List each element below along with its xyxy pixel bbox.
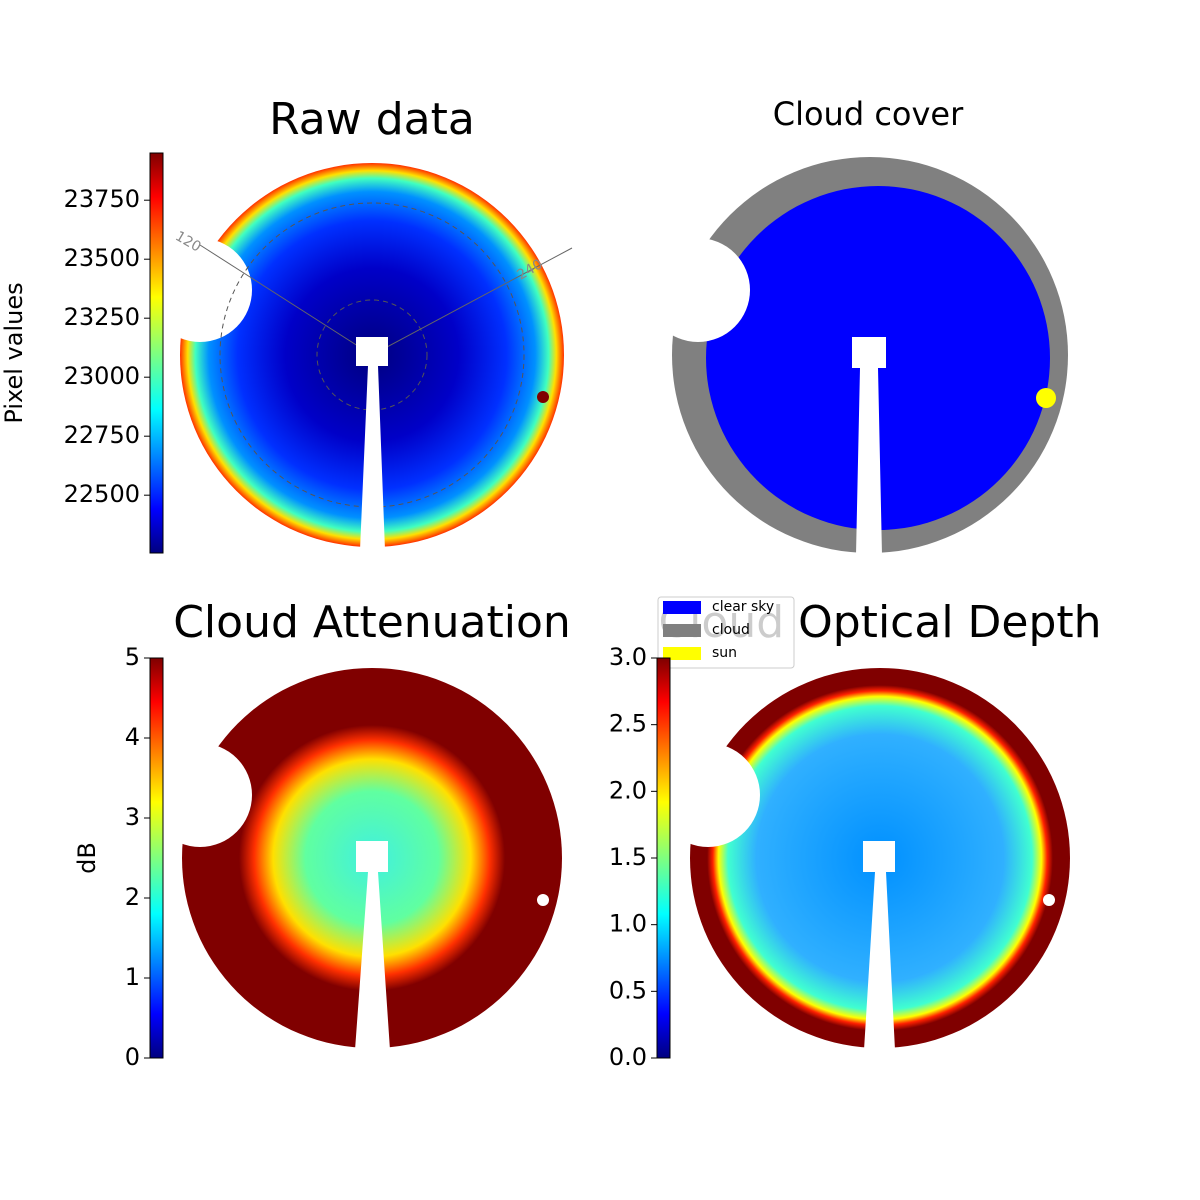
tick-label: 22500 xyxy=(64,480,140,508)
legend-swatch xyxy=(663,647,701,660)
tick-label: 1.0 xyxy=(609,910,647,938)
tick-label: 2.0 xyxy=(609,776,647,804)
tick-label: 0.0 xyxy=(609,1043,647,1071)
colorbar xyxy=(656,657,671,1059)
tick-label: 4 xyxy=(125,723,140,751)
optical-depth-image xyxy=(656,668,1070,1050)
tick-label: 3 xyxy=(125,803,140,831)
attenuation-image xyxy=(148,668,562,1050)
tick-label: 2 xyxy=(125,883,140,911)
colorbar-label: dB xyxy=(73,842,101,874)
colorbar xyxy=(149,657,164,1059)
colorbars: 22500 22750 23000 23250 23500 23750 Pixel valu… xyxy=(0,152,671,1071)
legend: clear sky cloud sun xyxy=(663,599,774,661)
tick-label: 0 xyxy=(125,1043,140,1071)
tick-label: 23500 xyxy=(64,244,140,272)
legend-swatch xyxy=(663,601,701,614)
cloud-image xyxy=(646,157,1068,555)
panel-title: Cloud Attenuation xyxy=(173,597,571,648)
tick-label: 3.0 xyxy=(609,643,647,671)
tick-label: 23000 xyxy=(64,362,140,390)
legend-swatch xyxy=(663,624,701,637)
raw-image xyxy=(148,163,573,550)
colorbar xyxy=(149,152,164,554)
tick-label: 0.5 xyxy=(609,976,647,1004)
tick-label: 23250 xyxy=(64,303,140,331)
legend-label: sun xyxy=(712,645,737,661)
tick-label: 23750 xyxy=(64,185,140,213)
legend-label: clear sky xyxy=(712,599,774,615)
tick-label: 22750 xyxy=(64,421,140,449)
tick-label: 1 xyxy=(125,963,140,991)
colorbar-label: Pixel values xyxy=(0,282,28,423)
legend-label: cloud xyxy=(712,622,750,638)
panel-title: Cloud cover xyxy=(773,95,964,133)
tick-label: 2.5 xyxy=(609,710,647,738)
tick-label: 5 xyxy=(125,643,140,671)
panel-title: Raw data xyxy=(269,94,475,145)
tick-label: 1.5 xyxy=(609,843,647,871)
